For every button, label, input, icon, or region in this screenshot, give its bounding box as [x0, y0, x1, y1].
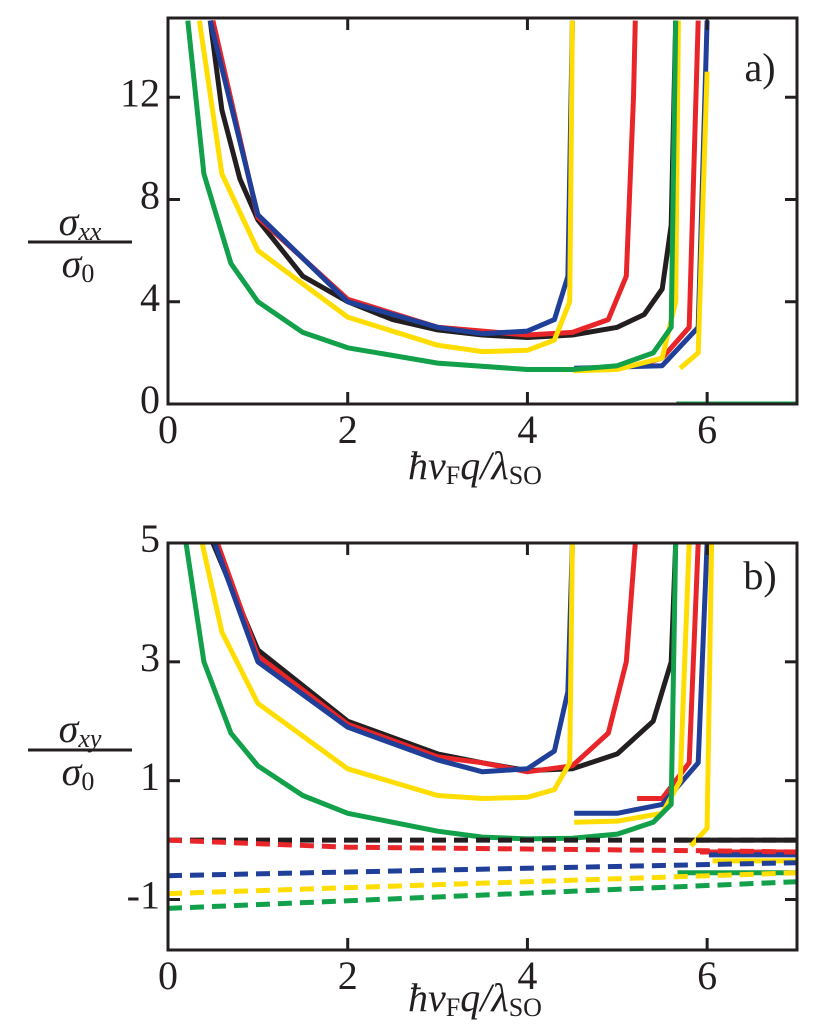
y-axis-label: σxx — [59, 199, 102, 246]
line-series — [168, 879, 797, 911]
y-label-part: 0 — [81, 259, 94, 288]
panel-b: 0 2 4 6 -1 1 3 5 — [127, 516, 799, 998]
x-label-part: SO — [509, 993, 542, 1022]
x-tick-label: 0 — [158, 407, 178, 452]
panel-label: a) — [744, 45, 775, 90]
x-tick-label: 2 — [338, 407, 358, 452]
line-series — [168, 837, 797, 855]
line-series — [199, 543, 797, 864]
y-tick-label: 8 — [140, 173, 160, 218]
x-label-part: q/λ — [460, 443, 508, 488]
panel-label: b) — [743, 553, 776, 598]
y-tick-label: 12 — [120, 70, 160, 115]
x-tick-label: 2 — [338, 953, 358, 998]
series-group — [185, 20, 797, 404]
x-axis-label: ħvFq/λSO — [408, 975, 542, 1022]
line-series — [196, 20, 797, 404]
y-label-part: xy — [77, 724, 102, 753]
x-label-part: F — [446, 993, 460, 1022]
y-tick-label: 3 — [140, 635, 160, 680]
y-label-part: σ — [59, 706, 80, 751]
line-series — [168, 860, 797, 879]
y-tick-label: 4 — [140, 275, 160, 320]
panel-a: 0 2 4 6 0 4 8 12 — [120, 16, 799, 452]
y-tick-label: -1 — [127, 873, 160, 918]
y-tick-label: 5 — [140, 516, 160, 561]
x-label-part: q/λ — [460, 975, 508, 1020]
x-label-part: SO — [509, 461, 542, 490]
y-label-part: 0 — [81, 767, 94, 796]
line-series — [183, 543, 797, 876]
y-axis-label: σ0 — [62, 749, 95, 796]
y-axis-label: σxy — [59, 706, 102, 753]
x-label-part: F — [446, 461, 460, 490]
y-label-part: σ — [62, 749, 83, 794]
y-label-part: σ — [62, 241, 83, 286]
y-tick-label: 0 — [140, 377, 160, 422]
x-tick-label: 6 — [697, 407, 717, 452]
y-tick-label: 1 — [140, 754, 160, 799]
x-tick-label: 6 — [697, 953, 717, 998]
x-tick-label: 4 — [517, 953, 537, 998]
line-series — [212, 543, 797, 858]
x-tick-label: 0 — [158, 953, 178, 998]
x-tick-label: 4 — [517, 407, 537, 452]
x-label-part: ħv — [408, 975, 446, 1020]
line-series — [185, 20, 797, 404]
line-series — [168, 870, 797, 897]
x-axis-label: ħvFq/λSO — [408, 443, 542, 490]
x-label-part: ħv — [408, 443, 446, 488]
plot-frame — [166, 541, 799, 952]
y-label-part: σ — [59, 199, 80, 244]
series-group — [168, 543, 797, 911]
plot-frame — [166, 16, 799, 406]
y-axis-label: σ0 — [62, 241, 95, 288]
